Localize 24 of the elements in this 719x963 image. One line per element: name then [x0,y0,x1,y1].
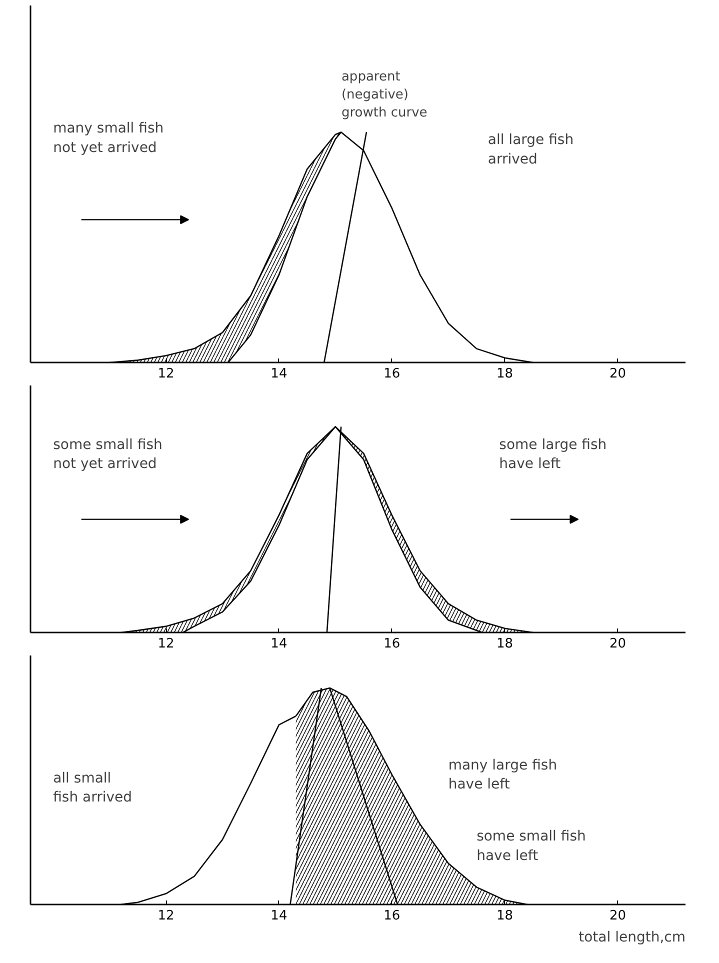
x-tick-label: 18 [496,366,514,382]
annotation: many large fish have left [448,757,558,792]
x-tick-label: 18 [496,908,514,924]
x-tick-label: 14 [270,636,288,652]
x-tick-label: 18 [496,636,514,652]
x-tick-label: 20 [609,636,626,652]
annotation: some small fish have left [476,828,586,864]
x-tick-label: 16 [384,908,400,924]
x-tick-label: 12 [158,636,174,652]
x-tick-label: 12 [158,908,174,924]
x-tick-label: 16 [384,636,400,652]
annotation: many small fish not yet arrived [53,120,164,156]
annotation: some large fish have left [499,436,607,472]
x-tick-label: 16 [384,366,400,382]
x-tick-label: 12 [158,366,174,382]
x-tick-label: 20 [609,366,626,382]
x-tick-label: 20 [609,908,626,924]
annotation: all large fish arrived [488,132,574,168]
text: apparent (negative) growth curve [341,70,428,121]
x-axis-title: total length,cm [578,930,686,946]
annotation: all small fish arrived [53,770,132,806]
x-tick-label: 14 [270,908,288,924]
x-tick-label: 14 [270,366,288,382]
annotation: some small fish not yet arrived [53,436,162,472]
